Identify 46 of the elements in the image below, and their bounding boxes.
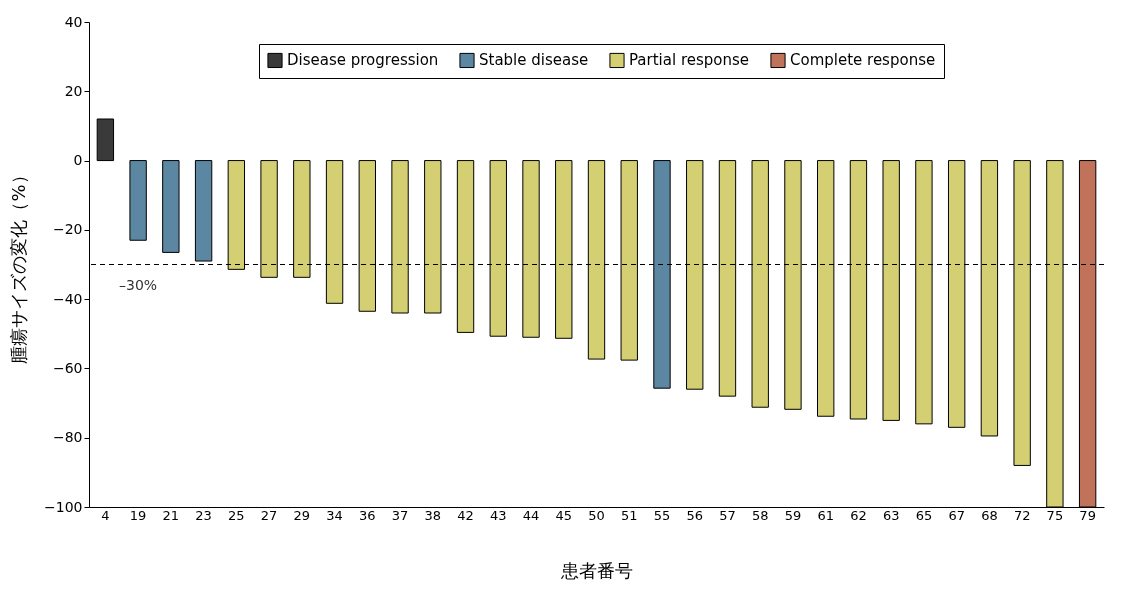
x-tick-label: 72 — [1013, 507, 1031, 523]
x-tick-label: 36 — [359, 507, 376, 523]
x-tick-label: 55 — [653, 507, 671, 523]
x-tick-label: 27 — [260, 507, 278, 523]
x-tick-label: 50 — [588, 507, 605, 523]
y-tick-label: −20 — [52, 221, 83, 238]
x-tick-label: 4 — [101, 507, 110, 523]
legend-label: Complete response — [790, 51, 936, 70]
x-tick-label: 37 — [391, 507, 409, 523]
x-tick-label: 44 — [522, 507, 540, 523]
x-tick-label: 43 — [490, 507, 507, 523]
legend-label: Partial response — [629, 51, 750, 70]
y-axis-title: 腫瘍サイズの変化（%） — [8, 166, 30, 364]
x-tick-label: 19 — [129, 507, 147, 523]
x-tick-label: 62 — [850, 507, 867, 523]
y-tick-label: −80 — [52, 429, 83, 446]
y-tick-label: −40 — [52, 290, 83, 307]
y-tick-label: 0 — [73, 152, 83, 169]
x-tick-label: 75 — [1046, 507, 1064, 523]
x-tick-label: 42 — [457, 507, 474, 523]
x-tick-label: 67 — [948, 507, 965, 523]
x-tick-label: 59 — [784, 507, 802, 523]
x-tick-label: 23 — [195, 507, 212, 523]
x-tick-label: 63 — [882, 507, 900, 523]
x-tick-label: 68 — [981, 507, 998, 523]
x-tick-label: 51 — [620, 507, 638, 523]
y-tick-label: 40 — [64, 13, 83, 30]
x-tick-label: 29 — [293, 507, 311, 523]
legend-label: Stable disease — [479, 51, 589, 70]
x-tick-label: 57 — [719, 507, 736, 523]
x-tick-label: 58 — [751, 507, 769, 523]
y-tick-label: 20 — [64, 82, 83, 99]
x-tick-label: 61 — [817, 507, 834, 523]
x-tick-label: 79 — [1079, 507, 1096, 523]
x-tick-label: 65 — [915, 507, 933, 523]
x-tick-label: 34 — [326, 507, 343, 523]
x-tick-label: 38 — [424, 507, 442, 523]
x-tick-label: 45 — [555, 507, 573, 523]
y-tick-label: −60 — [52, 359, 83, 376]
x-tick-label: 25 — [228, 507, 245, 523]
legend-label: Disease progression — [287, 51, 439, 70]
x-tick-label: 21 — [162, 507, 180, 523]
y-tick-label: −100 — [44, 498, 83, 515]
x-axis-title: 患者番号 — [560, 559, 633, 581]
ref-line-label: –30% — [119, 276, 158, 293]
x-tick-label: 56 — [686, 507, 703, 523]
